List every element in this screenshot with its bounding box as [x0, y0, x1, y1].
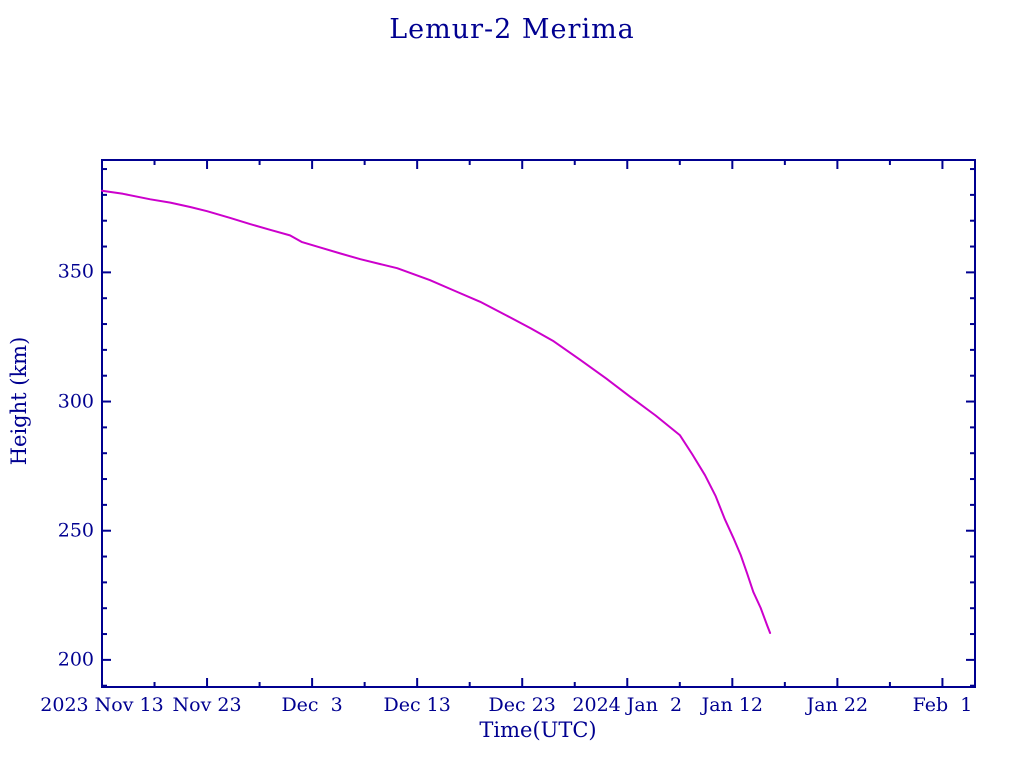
y-tick-label: 200 — [57, 648, 94, 671]
y-tick-labels: 200 250 300 350 — [0, 0, 94, 768]
x-tick-label: 2023 Nov 13 — [40, 694, 164, 716]
x-tick-label: Jan 22 — [806, 694, 869, 716]
x-tick-label: Nov 23 — [172, 694, 242, 716]
decay-curve — [101, 189, 772, 634]
y-tick-label: 350 — [57, 260, 94, 283]
x-tick-label: Dec 13 — [383, 694, 451, 716]
x-tick-label: 2024 Jan 2 — [572, 694, 683, 716]
x-tick-label: Dec 23 — [488, 694, 556, 716]
x-axis-label: Time(UTC) — [479, 718, 597, 742]
x-tick-label: Dec 3 — [281, 694, 343, 716]
chart-title: Lemur-2 Merima — [389, 14, 635, 45]
y-tick-label: 300 — [57, 390, 94, 413]
y-tick-label: 250 — [57, 519, 94, 542]
x-tick-label: Jan 12 — [701, 694, 764, 716]
x-tick-label: Feb 1 — [912, 694, 973, 716]
plot-border — [101, 159, 976, 688]
x-tick-labels: 2023 Nov 13 Nov 23 Dec 3 Dec 13 Dec 23 2024 J… — [0, 694, 1024, 720]
